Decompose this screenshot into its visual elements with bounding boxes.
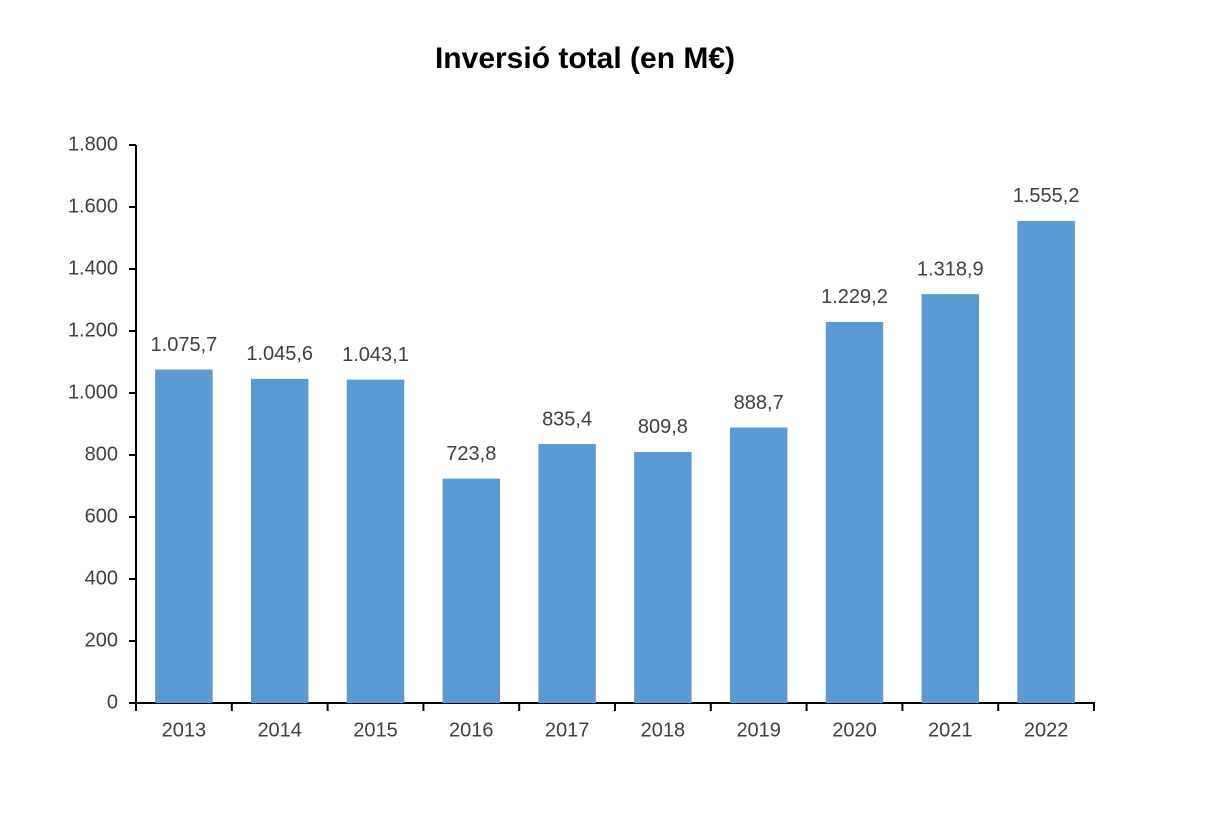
- y-tick-label: 1.800: [68, 133, 118, 155]
- bar: [825, 321, 884, 703]
- y-tick-label: 1.400: [68, 257, 118, 279]
- value-label: 723,8: [446, 443, 496, 465]
- bar: [250, 378, 309, 703]
- y-tick-label: 400: [85, 567, 118, 589]
- y-tick-label: 600: [85, 505, 118, 527]
- bar: [346, 379, 405, 703]
- value-label: 1.318,9: [917, 258, 984, 280]
- bar: [538, 444, 596, 703]
- x-tick-label: 2015: [353, 719, 398, 741]
- y-tick-label: 0: [107, 691, 118, 713]
- value-label: 1.043,1: [342, 344, 409, 366]
- x-tick-label: 2017: [545, 719, 590, 741]
- value-label: 888,7: [734, 392, 784, 414]
- value-label: 809,8: [638, 416, 688, 438]
- x-tick-label: 2020: [832, 719, 877, 741]
- x-tick-label: 2013: [162, 719, 207, 741]
- y-tick-label: 1.000: [68, 381, 118, 403]
- value-label: 1.045,6: [246, 343, 313, 365]
- x-tick-label: 2022: [1024, 719, 1069, 741]
- value-label: 1.555,2: [1013, 185, 1080, 207]
- y-tick-label: 800: [85, 443, 118, 465]
- bar: [1017, 220, 1075, 703]
- bar: [921, 294, 980, 703]
- bar: [729, 427, 788, 703]
- chart-title: Inversió total (en M€): [435, 42, 735, 75]
- value-label: 1.075,7: [151, 334, 218, 356]
- bar: [442, 478, 501, 703]
- y-tick-label: 1.200: [68, 319, 118, 341]
- bar: [155, 369, 213, 703]
- x-tick-label: 2016: [449, 719, 494, 741]
- x-tick-label: 2021: [928, 719, 973, 741]
- x-tick-label: 2019: [736, 719, 781, 741]
- value-label: 835,4: [542, 408, 592, 430]
- bar: [634, 451, 692, 703]
- y-tick-label: 1.600: [68, 195, 118, 217]
- value-label: 1.229,2: [821, 286, 888, 308]
- x-tick-label: 2018: [641, 719, 686, 741]
- y-tick-label: 200: [85, 629, 118, 651]
- x-tick-label: 2014: [257, 719, 302, 741]
